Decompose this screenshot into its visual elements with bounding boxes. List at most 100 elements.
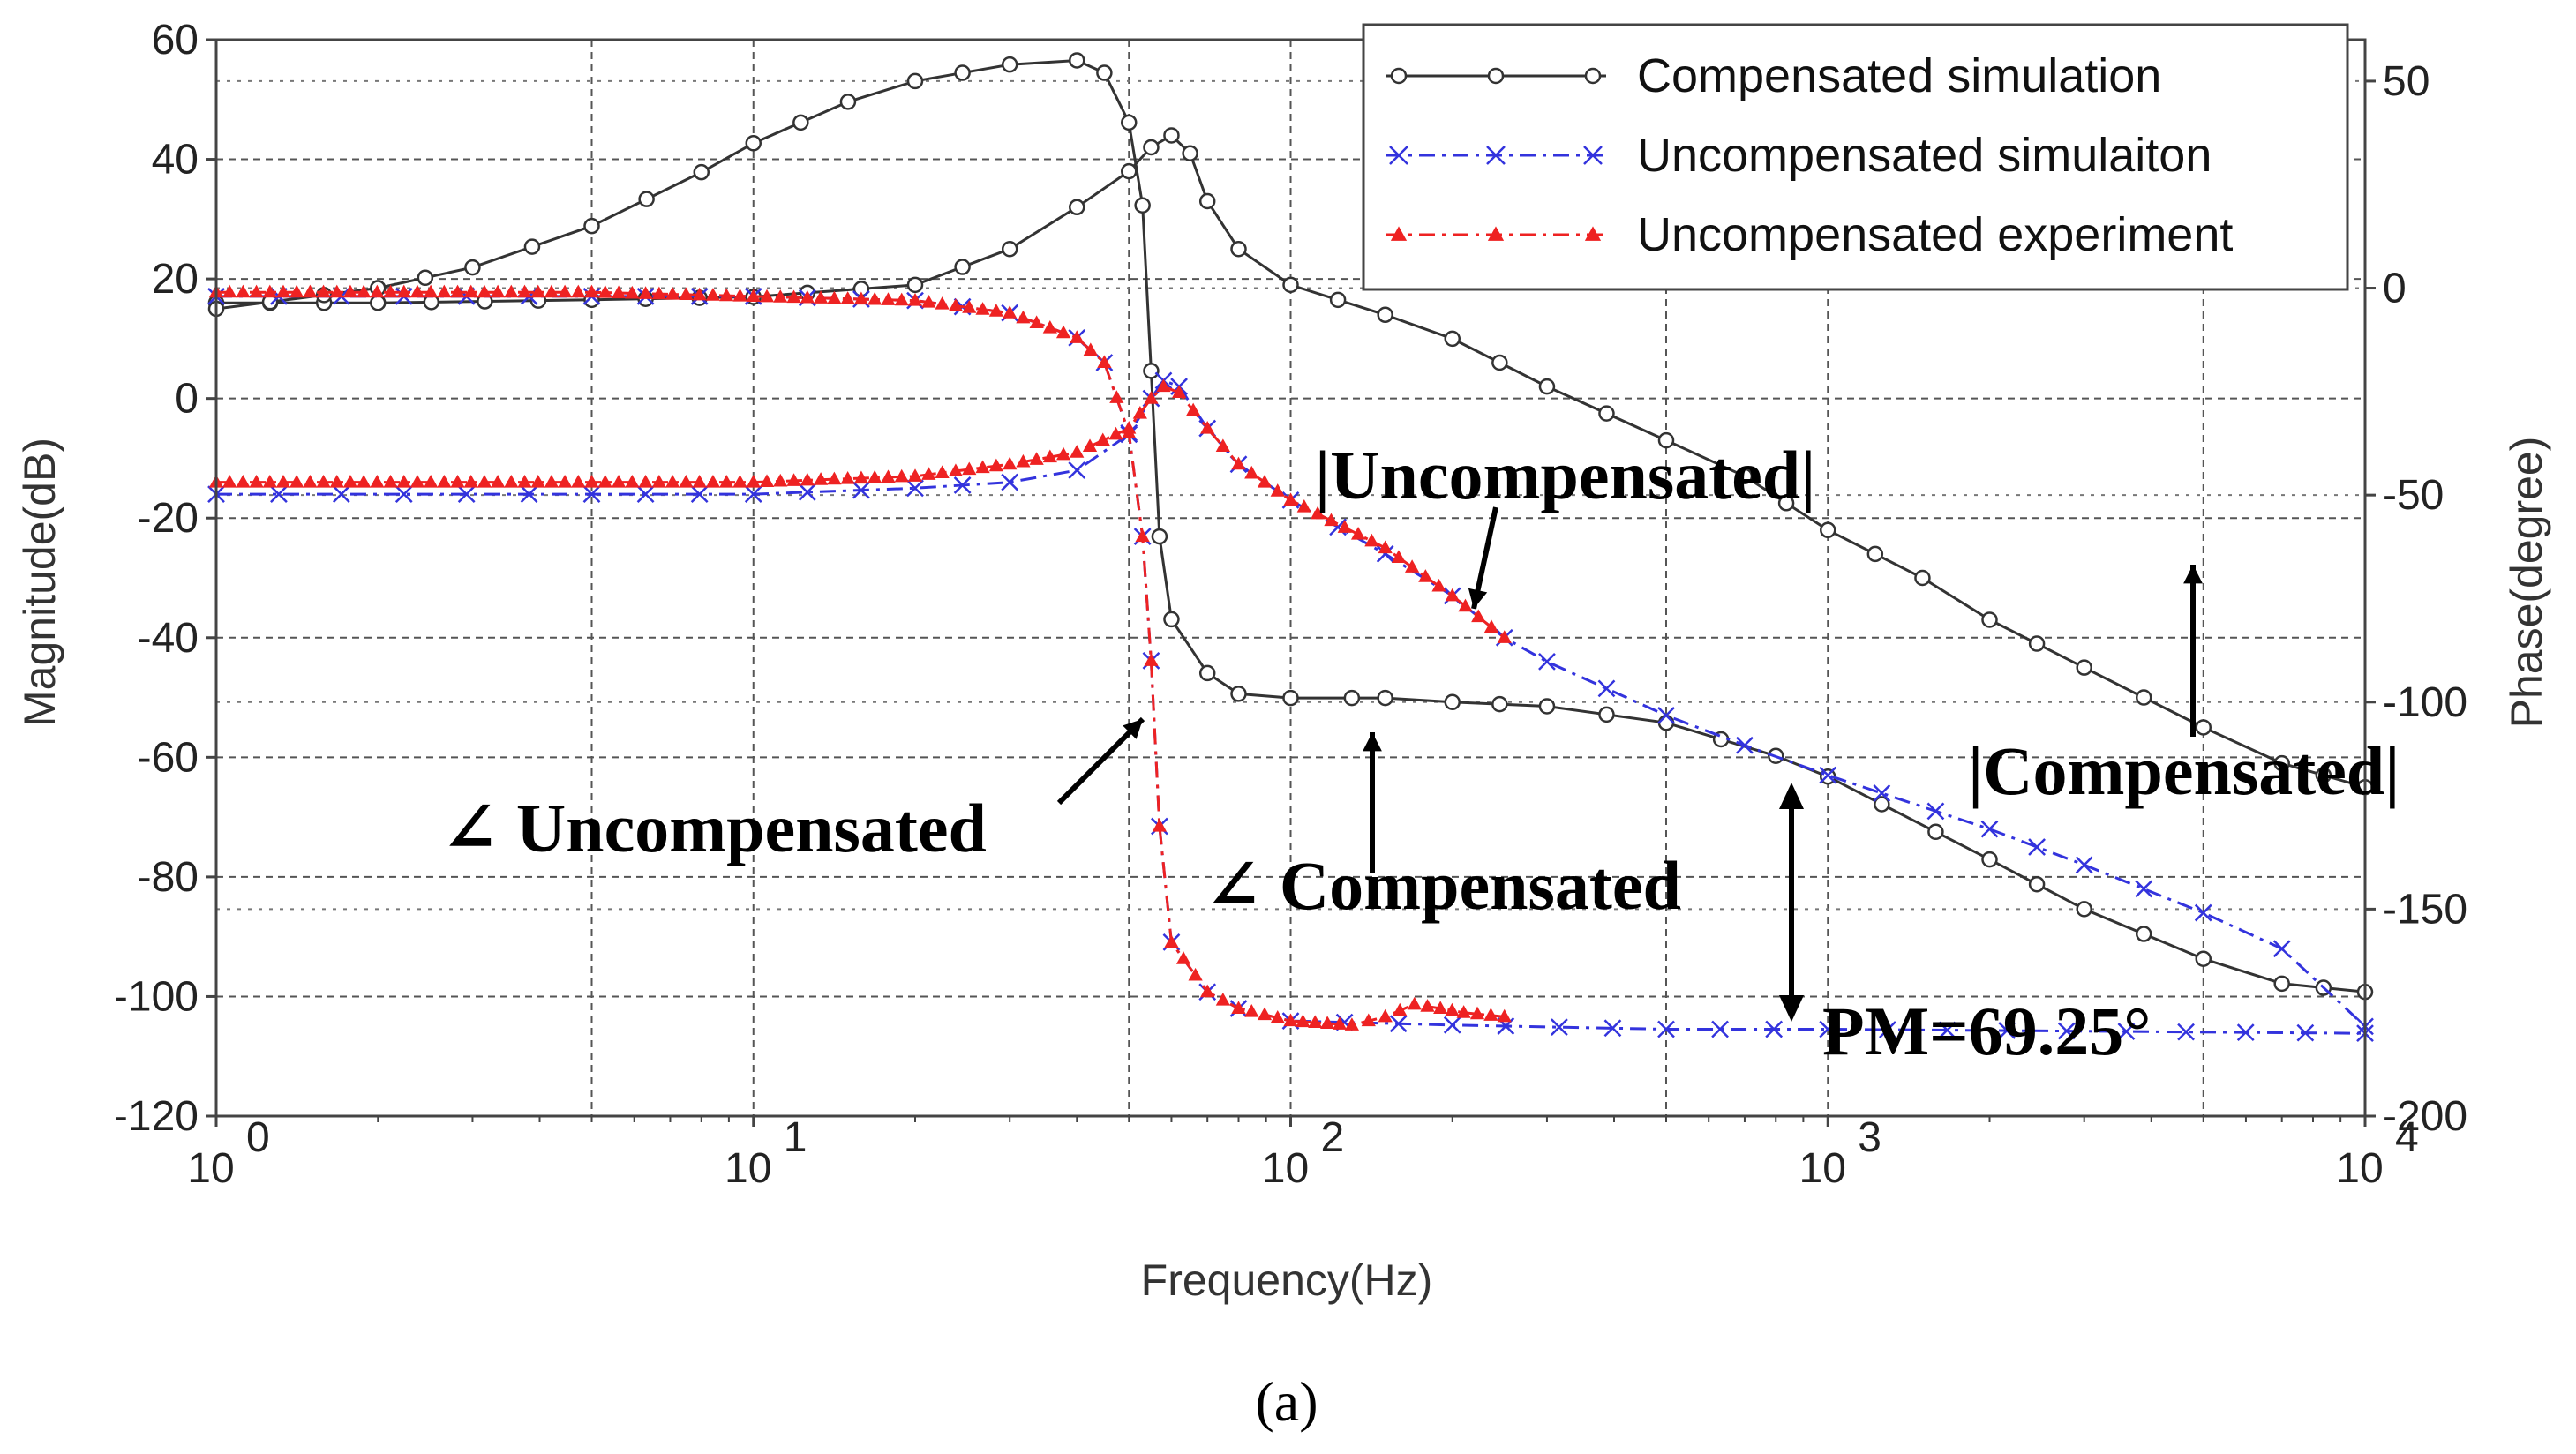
series-0-point	[1069, 199, 1085, 216]
series-2-point	[1215, 993, 1230, 1006]
phase-margin-arrow-head-bottom	[1779, 995, 1804, 1022]
series-2-point	[867, 469, 882, 483]
series-2-point	[1042, 449, 1057, 463]
series-2-point	[1231, 1001, 1246, 1015]
y-tick-label: -80	[138, 854, 199, 901]
legend-marker	[1390, 226, 1408, 241]
series-2-point	[773, 289, 788, 303]
legend-marker	[1583, 146, 1603, 165]
series-2-point	[1445, 588, 1460, 602]
series-2-point	[611, 474, 627, 488]
series-2-point	[1188, 967, 1203, 981]
series-1-point	[2135, 880, 2153, 898]
series-2-point	[275, 474, 291, 488]
series-2-point	[759, 289, 775, 303]
annotation-arrow-head	[1123, 719, 1143, 739]
annotation-arrow-head	[2183, 565, 2203, 584]
series-0-point	[2135, 926, 2152, 942]
legend-marker	[1487, 67, 1505, 85]
series-0-point	[1927, 823, 1944, 841]
series-2-point	[679, 287, 694, 301]
annotations: |Uncompensated| |Compensated| ∠ Uncompensa…	[441, 437, 2400, 1069]
series-1-point	[332, 485, 350, 503]
y2-tick-label: 0	[2383, 266, 2407, 312]
series-0-point	[839, 94, 857, 110]
x-tick-exponent: 4	[2395, 1114, 2419, 1161]
x-tick-label: 10	[187, 1145, 234, 1192]
series-2-point	[1152, 818, 1168, 832]
series-2-point	[1407, 996, 1422, 1010]
y-tick-label: 0	[175, 376, 199, 423]
series-2-point	[1458, 598, 1473, 612]
series-2-point	[357, 474, 372, 488]
series-0-point	[1343, 689, 1361, 707]
series-0-point	[1538, 378, 1556, 395]
y-tick-label: 20	[152, 256, 199, 303]
series-1-point	[1819, 766, 1837, 784]
series-1-point	[2057, 1022, 2076, 1040]
series-2-point	[1095, 432, 1110, 446]
series-2-point	[450, 284, 465, 298]
legend-label: Uncompensated simulaiton	[1637, 129, 2212, 182]
series-0-point	[1120, 162, 1138, 180]
y-tick-label: 40	[152, 137, 199, 184]
series-2-point	[988, 304, 1004, 317]
x-tick-label: 10	[1799, 1145, 1846, 1192]
series-2-point	[1108, 426, 1123, 440]
series-2-point	[679, 474, 694, 488]
series-2-point	[424, 474, 439, 488]
series-2-point	[477, 284, 492, 298]
axes-frame	[206, 38, 2376, 1127]
legend-box	[1362, 23, 2349, 291]
series-2-point	[719, 474, 734, 488]
series-2-point	[396, 284, 411, 298]
series-2-point	[504, 284, 519, 298]
y2-tick-label: 50	[2383, 58, 2430, 105]
series-2-point	[571, 284, 586, 298]
series-2-point	[222, 284, 237, 298]
series-2-point	[1132, 406, 1147, 419]
series-1-point	[798, 483, 816, 501]
series-0-point	[1491, 695, 1508, 713]
series-0-point	[1981, 611, 1998, 628]
series-2-point	[1456, 1005, 1471, 1018]
series-2-point	[1122, 425, 1137, 438]
series-0-point	[1151, 528, 1168, 545]
series-2-point	[988, 458, 1004, 472]
series-0-point	[1866, 545, 1884, 563]
series-2-point	[1082, 438, 1098, 452]
annotation-label: PM=69.25°	[1822, 993, 2151, 1069]
series-2-point	[1445, 1002, 1460, 1016]
legend: Compensated simulation Uncompensated simu…	[1362, 23, 2349, 291]
series-2-point	[1469, 1006, 1485, 1020]
series-2-point	[1283, 1013, 1298, 1027]
series-2-point	[530, 474, 545, 488]
series-2-point	[1350, 527, 1366, 540]
series-2-point	[1244, 1003, 1259, 1017]
series-0-point	[583, 217, 600, 235]
series-2-point	[329, 474, 344, 488]
series-2-point	[557, 474, 573, 488]
series-2-point	[517, 284, 532, 298]
series-2-point	[1186, 402, 1201, 416]
series-0-point	[693, 163, 710, 181]
series-2-point	[342, 474, 358, 488]
series-0-point	[523, 238, 541, 255]
series-2-point	[732, 288, 747, 302]
series-2-point	[530, 284, 545, 298]
series-2-point	[236, 474, 251, 488]
series-1-point	[1736, 736, 1754, 754]
series-0-point	[1143, 139, 1160, 156]
series-2-point	[746, 474, 761, 488]
legend-entry: Compensated simulation	[1386, 49, 2161, 102]
x-tick-exponent: 0	[246, 1114, 270, 1161]
series-1-point	[953, 476, 972, 494]
series-2-point	[316, 474, 331, 488]
series-2-point	[1200, 420, 1215, 434]
series-2-point	[1109, 390, 1124, 403]
series-1-point	[1873, 784, 1891, 802]
series-2-point	[1361, 1013, 1376, 1027]
series-2-point	[544, 474, 560, 488]
series-0-point	[1598, 706, 1615, 723]
series-0-point	[1329, 291, 1347, 309]
